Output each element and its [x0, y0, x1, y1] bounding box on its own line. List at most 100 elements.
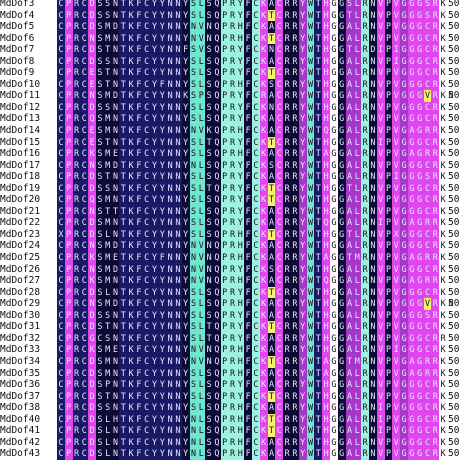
residue: L [353, 32, 362, 45]
residue: Y [236, 263, 245, 276]
residue: F [158, 252, 167, 264]
residue: C [57, 355, 65, 368]
residue: P [384, 9, 393, 22]
residue: G [400, 379, 408, 391]
residue: D [88, 321, 96, 333]
residue: R [72, 67, 81, 79]
residue: P [64, 240, 73, 253]
residue: D [88, 217, 96, 229]
residue: H [322, 44, 330, 56]
residue: K [127, 125, 135, 137]
residue: N [166, 436, 174, 449]
sequence-length: 50 [448, 194, 460, 206]
residue: T [103, 78, 112, 91]
residue: Q [88, 194, 96, 206]
residue: W [306, 44, 315, 56]
residue: P [64, 390, 73, 403]
residue: Y [158, 44, 167, 56]
residue: K [127, 425, 135, 437]
residue: G [400, 344, 408, 356]
residue: N [205, 32, 213, 45]
residue: A [345, 171, 354, 183]
sequence-name: MdDof8 [0, 55, 35, 67]
residue: N [174, 101, 182, 114]
residue: C [80, 425, 89, 437]
residue: G [337, 21, 346, 33]
residue: C [80, 32, 89, 45]
residue: C [252, 448, 260, 460]
residue: R [291, 90, 299, 102]
residue: S [205, 228, 213, 241]
residue: K [259, 252, 268, 264]
residue: R [72, 425, 81, 437]
residue: S [96, 217, 104, 229]
residue: N [166, 367, 174, 380]
residue: C [80, 194, 89, 206]
residue: L [353, 171, 362, 183]
residue: P [220, 101, 229, 114]
residue: C [80, 101, 89, 114]
residue: R [72, 55, 81, 68]
residue: R [283, 379, 291, 391]
residue: N [369, 355, 377, 368]
residue: Y [181, 263, 190, 276]
residue: C [57, 113, 65, 126]
residue: Y [158, 298, 167, 310]
residue: G [415, 309, 424, 322]
sequence-length: 50 [448, 21, 460, 33]
residue: R [259, 90, 268, 102]
residue: P [384, 194, 393, 206]
residue: Y [181, 286, 190, 299]
residue: G [330, 182, 338, 195]
residue: G [415, 240, 424, 253]
residue: V [376, 182, 385, 195]
residue: V [376, 0, 385, 10]
residue: R [283, 125, 291, 137]
residue: R [361, 182, 369, 195]
residue: C [57, 332, 65, 345]
sequence-length: 50 [448, 78, 460, 90]
residue: T [314, 379, 323, 391]
residue: N [166, 344, 174, 356]
residue: H [236, 425, 245, 437]
residue: P [384, 101, 393, 114]
residue: G [415, 286, 424, 299]
residue: Y [181, 252, 190, 264]
residue: K [259, 9, 268, 22]
residue: A [345, 32, 354, 45]
residue: C [80, 275, 89, 287]
residue: G [337, 113, 346, 126]
residue: T [119, 344, 128, 356]
residue: V [197, 32, 206, 45]
residue: G [337, 344, 346, 356]
residue: G [330, 425, 338, 437]
residue: S [103, 182, 112, 195]
residue: T [314, 286, 323, 299]
sequence-length: 50 [448, 298, 460, 310]
residue: Y [150, 228, 159, 241]
residue: H [322, 286, 330, 299]
residue: Q [213, 436, 221, 449]
residue: N [166, 44, 174, 56]
residue: H [236, 448, 245, 460]
residue: H [236, 78, 245, 91]
residue: S [189, 286, 198, 299]
residue: A [322, 148, 330, 160]
residue: N [369, 136, 377, 149]
residue: T [119, 298, 128, 310]
residue: C [275, 44, 284, 56]
sequence-name: MdDof41 [0, 425, 41, 437]
residue: T [119, 321, 128, 333]
residue: G [337, 309, 346, 322]
residue: V [392, 321, 401, 333]
residue: C [80, 332, 89, 345]
residue: K [259, 390, 268, 403]
residue: N [174, 148, 182, 160]
residue: P [64, 148, 73, 160]
residue: Y [158, 90, 167, 102]
residue: N [111, 194, 120, 206]
residue: K [439, 298, 447, 310]
residue: S [103, 9, 112, 22]
